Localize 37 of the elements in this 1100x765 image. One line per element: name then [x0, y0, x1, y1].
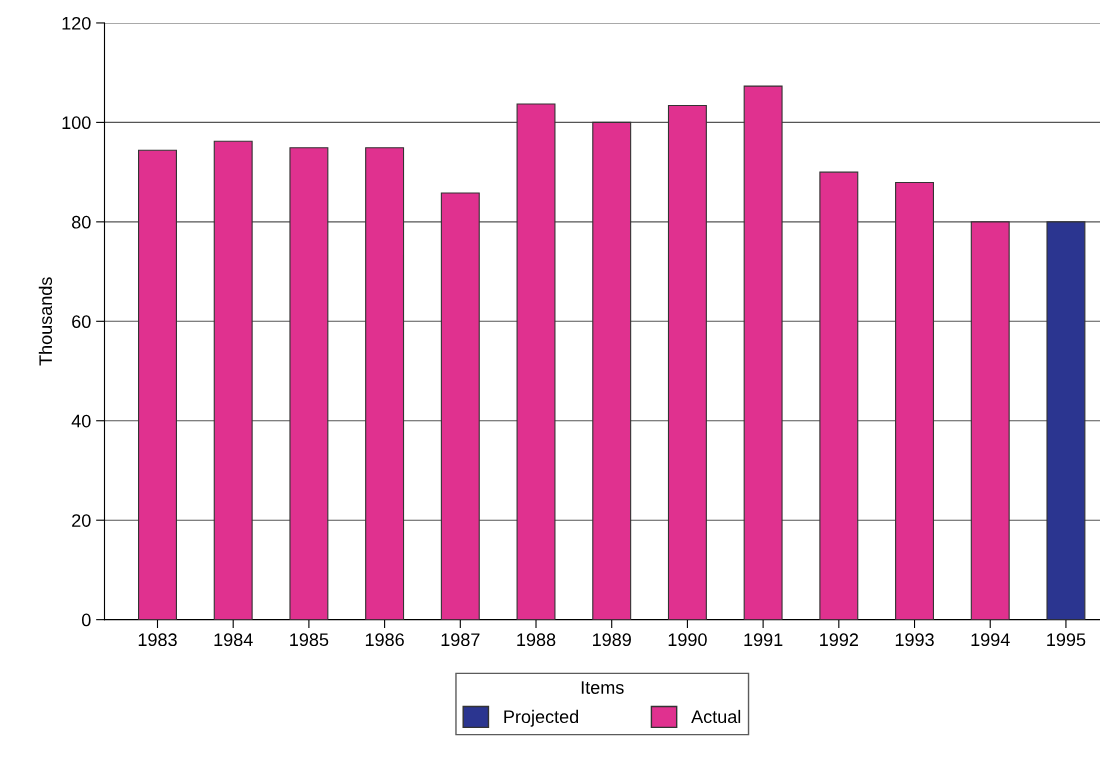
- bar: [970, 221, 1010, 620]
- x-tick-label: 1988: [517, 633, 556, 647]
- bar: [592, 121, 632, 620]
- bar: [289, 147, 329, 620]
- x-tick-label: 1990: [668, 633, 707, 647]
- y-tick-label: 40: [71, 414, 91, 428]
- bar: [743, 85, 783, 620]
- legend-title: Items: [581, 681, 624, 694]
- legend-label: Actual: [691, 709, 741, 724]
- bar: [365, 147, 405, 620]
- bar: [516, 103, 556, 620]
- bar: [138, 149, 177, 620]
- bar: [213, 140, 253, 620]
- legend-label: Projected: [504, 709, 579, 727]
- x-tick-label: 1991: [744, 633, 783, 647]
- x-tick-label: 1989: [593, 633, 631, 647]
- y-tick-label: 0: [81, 613, 91, 627]
- x-tick-label: 1995: [1047, 633, 1086, 647]
- y-tick-label: 20: [72, 514, 91, 527]
- y-axis-title: Thousands: [38, 277, 53, 366]
- x-tick-label: 1992: [820, 633, 858, 647]
- x-tick-label: 1987: [441, 633, 480, 647]
- bar: [895, 182, 935, 620]
- y-tick-label: 60: [72, 315, 91, 329]
- x-tick-label: 1983: [138, 633, 177, 647]
- x-tick-label: 1993: [895, 633, 934, 647]
- bar: [1046, 221, 1086, 620]
- bar: [440, 192, 480, 620]
- x-tick-label: 1994: [971, 633, 1010, 647]
- y-tick-label: 80: [72, 215, 91, 229]
- bar: [667, 104, 707, 620]
- x-tick-label: 1984: [214, 633, 253, 647]
- y-tick-label: 100: [62, 116, 91, 130]
- y-tick-label: 120: [62, 16, 91, 30]
- x-tick-label: 1985: [290, 633, 329, 647]
- x-tick-label: 1986: [365, 633, 404, 647]
- bar: [819, 171, 859, 620]
